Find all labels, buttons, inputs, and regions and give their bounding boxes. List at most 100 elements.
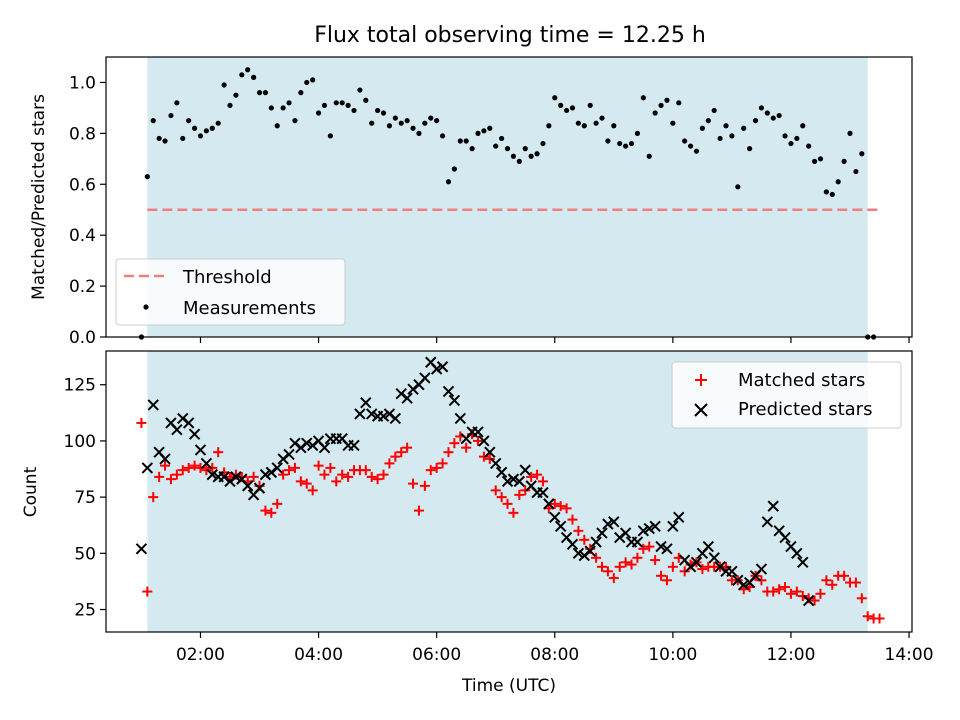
measurement-point (847, 130, 853, 136)
matched-star-point (537, 476, 548, 487)
predicted-star-point (779, 531, 791, 544)
matched-star-point (768, 586, 779, 597)
predicted-star-point (513, 475, 526, 488)
matched-star-point (443, 447, 454, 458)
bottom-ytick-label: 100 (64, 432, 96, 452)
top-legend: Threshold Measurements (115, 258, 346, 326)
measurement-point (534, 151, 540, 157)
predicted-star-point (572, 547, 585, 560)
matched-star-point (378, 469, 389, 480)
matched-star-point (620, 557, 631, 568)
measurement-point (593, 120, 599, 126)
matched-star-point (148, 492, 159, 503)
matched-star-point (449, 438, 460, 449)
matched-star-point (437, 458, 448, 469)
predicted-star-point (549, 511, 561, 524)
predicted-star-point (708, 552, 720, 564)
predicted-star-point (726, 565, 738, 578)
measurement-point (404, 118, 410, 124)
bottom-ytick-label: 50 (74, 544, 96, 564)
predicted-star-point (490, 457, 502, 470)
measurement-point (676, 100, 682, 106)
matched-star-point (667, 561, 678, 572)
bottom-legend: Matched stars Predicted stars (671, 361, 902, 429)
xtick-label: 04:00 (294, 645, 343, 665)
predicted-star-point (147, 399, 159, 411)
predicted-star-point (791, 547, 803, 560)
predicted-star-point (135, 543, 148, 555)
matched-star-point (626, 559, 637, 570)
predicted-star-point (602, 518, 614, 530)
matched-star-point (325, 462, 336, 473)
xtick-label: 14:00 (885, 645, 934, 665)
matched-star-point (419, 480, 430, 491)
measurement-point (640, 95, 646, 101)
matched-star-point (278, 469, 289, 480)
measurement-point (286, 100, 292, 106)
measurement-point (770, 115, 776, 121)
measurement-point (428, 115, 434, 121)
measurement-point (764, 110, 770, 116)
matched-star-point (337, 469, 348, 480)
predicted-star-point (554, 520, 567, 533)
measurement-point (410, 125, 416, 131)
measurement-point (835, 179, 841, 185)
measurement-point (711, 107, 717, 114)
predicted-star-point (673, 511, 685, 524)
top-ytick-label: 0.8 (69, 124, 96, 144)
measurement-point (422, 120, 428, 126)
measurement-point (841, 158, 847, 164)
bottom-ytick-label: 25 (74, 601, 96, 621)
measurement-point (150, 118, 156, 124)
chart-title: Flux total observing time = 12.25 h (314, 23, 706, 48)
measurement-point (162, 138, 168, 144)
legend-matched-marker (695, 374, 707, 386)
xtick-label: 12:00 (766, 645, 815, 665)
matched-star-point (591, 552, 602, 563)
measurement-point (191, 125, 198, 131)
matched-star-point (573, 525, 584, 536)
measurement-point (817, 156, 824, 162)
top-ytick-label: 0.6 (69, 175, 96, 195)
measurement-point (333, 100, 339, 106)
matched-star-point (697, 564, 708, 575)
legend-measurements-label: Measurements (183, 298, 316, 319)
predicted-star-point (436, 361, 449, 373)
measurement-point (552, 95, 558, 101)
matched-star-point (561, 503, 572, 514)
measurement-point (811, 158, 818, 164)
matched-star-point (821, 575, 832, 586)
matched-star-point (413, 505, 424, 516)
measurement-point (262, 90, 269, 96)
measurement-point (575, 120, 581, 126)
matched-star-point (597, 561, 607, 572)
measurement-point (392, 115, 398, 121)
matched-star-point (396, 447, 407, 458)
matched-star-point (183, 462, 194, 473)
predicted-star-point (649, 520, 661, 533)
measurement-point (268, 105, 274, 111)
measurement-point (699, 125, 705, 131)
legend-measurements-marker (143, 304, 149, 310)
matched-star-point (408, 478, 419, 489)
matched-star-point (431, 462, 442, 473)
predicted-star-point (171, 423, 183, 436)
bottom-panel-frame (105, 350, 913, 633)
predicted-star-point (301, 437, 313, 449)
measurement-point (510, 153, 517, 159)
matched-star-point (260, 505, 271, 516)
predicted-star-point (702, 540, 714, 553)
measurement-point (369, 120, 375, 126)
measurement-point (351, 107, 357, 114)
measurement-point (741, 125, 747, 131)
predicted-star-point (194, 444, 207, 456)
measurement-point (274, 123, 280, 129)
measurement-point (280, 105, 286, 111)
measurement-point (806, 143, 812, 149)
measurement-point (439, 133, 446, 139)
matched-star-point (461, 442, 472, 453)
predicted-star-point (242, 480, 254, 492)
matched-star-point (195, 462, 206, 473)
predicted-star-point (389, 412, 402, 425)
top-ytick-label: 0.2 (69, 277, 96, 297)
